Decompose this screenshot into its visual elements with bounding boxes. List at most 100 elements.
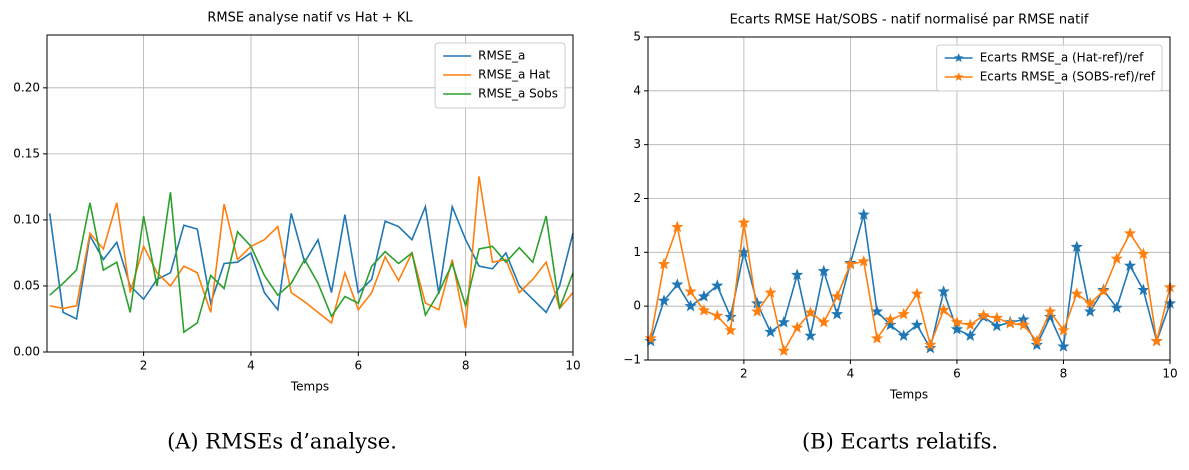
point-marker <box>1057 340 1070 352</box>
y-tick-label: 0.05 <box>13 278 40 292</box>
x-tick-label: 2 <box>740 367 748 381</box>
legend-label: RMSE_a Sobs <box>478 87 558 101</box>
point-marker <box>791 268 804 281</box>
x-tick-label: 6 <box>953 367 961 381</box>
point-marker <box>751 305 764 317</box>
point-marker <box>817 315 830 328</box>
point-marker <box>870 332 884 344</box>
point-marker <box>804 329 817 341</box>
y-tick-label: 0.00 <box>13 345 40 359</box>
plot-frame <box>647 36 1171 361</box>
point-marker <box>657 294 671 306</box>
point-marker <box>684 285 697 297</box>
caption: (B) Ecarts relatifs. <box>802 430 998 454</box>
point-marker <box>897 307 910 320</box>
x-tick-label: 4 <box>247 359 255 373</box>
legend-label: Ecarts RMSE_a (Hat-ref)/ref <box>980 51 1144 65</box>
x-tick-label: 8 <box>1060 367 1068 381</box>
legend-label: RMSE_a <box>478 49 525 63</box>
x-tick-label: 4 <box>847 367 855 381</box>
point-marker <box>711 309 724 322</box>
legend-marker <box>953 53 964 63</box>
point-marker <box>1083 297 1097 309</box>
point-marker <box>671 278 684 290</box>
point-marker <box>684 299 697 312</box>
point-marker <box>671 220 684 233</box>
point-marker <box>964 329 977 341</box>
point-marker <box>950 322 964 335</box>
x-tick-label: 10 <box>1162 367 1177 381</box>
y-tick-label: 4 <box>633 83 641 97</box>
plot-area: 2 4 6 8 10 0.00 0.05 0.10 0.15 0.20 <box>13 34 581 373</box>
point-marker <box>830 290 844 302</box>
x-axis-label: Temps <box>290 380 329 394</box>
series-line <box>48 203 574 321</box>
point-marker <box>844 257 857 270</box>
point-marker <box>711 279 724 291</box>
point-marker <box>1057 323 1070 336</box>
point-marker <box>697 290 711 302</box>
point-marker <box>1030 334 1043 347</box>
x-tick-label: 2 <box>140 359 148 373</box>
point-marker <box>977 308 990 321</box>
point-marker <box>724 323 737 336</box>
point-marker <box>1150 334 1163 347</box>
point-marker <box>791 321 804 333</box>
point-marker <box>950 315 964 328</box>
series-line <box>49 192 574 334</box>
x-tick-label: 8 <box>462 359 470 373</box>
y-tick-label: 0.20 <box>13 80 40 94</box>
y-tick-label: 1 <box>633 245 641 259</box>
plot-area: 2 4 6 8 10 −1 0 1 2 3 4 5 <box>623 30 1177 381</box>
point-marker <box>897 329 910 341</box>
point-marker <box>804 306 817 318</box>
point-marker <box>1070 287 1083 299</box>
point-marker <box>1123 227 1137 239</box>
point-marker <box>1083 305 1097 317</box>
x-tick-label: 10 <box>565 359 580 373</box>
point-marker <box>884 313 897 325</box>
point-marker <box>1123 259 1137 271</box>
point-marker <box>1030 338 1043 351</box>
point-marker <box>737 216 750 228</box>
legend-box <box>936 44 1163 92</box>
point-marker <box>857 208 870 220</box>
point-marker <box>1070 240 1083 253</box>
y-tick-label: 0.15 <box>13 146 40 160</box>
legend-label: RMSE_a Hat <box>478 68 550 82</box>
point-marker <box>817 264 830 277</box>
point-marker <box>657 257 671 270</box>
point-marker <box>724 310 737 323</box>
point-marker <box>990 311 1003 324</box>
point-marker <box>937 285 950 297</box>
point-marker <box>964 318 977 331</box>
point-marker <box>1017 318 1030 331</box>
point-marker <box>697 304 711 316</box>
point-marker <box>937 303 950 316</box>
point-marker <box>764 325 777 338</box>
y-tick-label: 2 <box>633 191 641 205</box>
point-marker <box>870 305 884 317</box>
y-tick-label: −1 <box>623 353 641 367</box>
point-marker <box>1110 301 1123 313</box>
point-marker <box>830 307 844 320</box>
point-marker <box>777 344 790 357</box>
legend-label: Ecarts RMSE_a (SOBS-ref)/ref <box>980 70 1156 84</box>
y-tick-label: 0 <box>633 299 641 313</box>
y-tick-label: 0.10 <box>13 212 40 226</box>
y-tick-label: 5 <box>633 30 641 44</box>
point-marker <box>910 318 924 331</box>
plot-frame <box>46 34 574 353</box>
legend: RMSE_a RMSE_a Hat RMSE_a Sobs <box>434 42 566 109</box>
point-marker <box>857 255 870 267</box>
point-marker <box>1110 252 1123 264</box>
point-marker <box>644 332 657 344</box>
legend-box <box>434 42 566 109</box>
point-marker <box>764 286 777 298</box>
chart-title: RMSE analyse natif vs Hat + KL <box>207 11 413 26</box>
series-line <box>649 222 1171 354</box>
point-marker <box>1137 283 1150 296</box>
point-marker <box>1097 284 1110 297</box>
